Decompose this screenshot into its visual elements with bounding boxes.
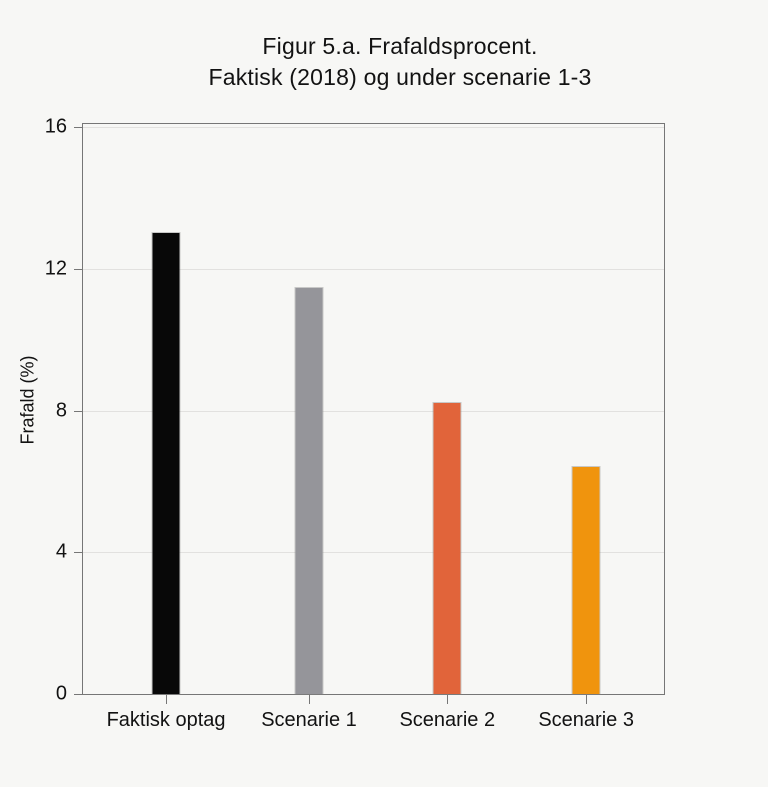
y-tick-label-12: 12 xyxy=(44,257,67,280)
plot-area: 0 4 8 12 16 Faktisk optag Scenarie 1 Scenarie 2… xyxy=(45,116,665,731)
y-axis-tick-4 xyxy=(74,552,82,554)
gridline-12 xyxy=(83,268,664,270)
x-axis-label-3: Scenarie 2 xyxy=(399,709,496,731)
y-tick-label-8: 8 xyxy=(55,399,67,421)
y-tick-label-0: 0 xyxy=(55,682,67,705)
x-axis-tick-3 xyxy=(447,695,449,704)
x-axis-tick-1 xyxy=(166,695,168,704)
x-axis-label-1: Faktisk optag xyxy=(106,709,226,731)
x-axis-tick-2 xyxy=(309,695,310,704)
x-axis-label-4: Scenarie 3 xyxy=(538,709,634,731)
x-axis-label-2: Scenarie 1 xyxy=(261,709,357,731)
y-axis-tick-12 xyxy=(74,268,82,270)
bar-faktisk-optag xyxy=(152,233,180,694)
y-axis-tick-0 xyxy=(74,694,82,695)
bar-scenarie-2 xyxy=(433,403,461,694)
gridline-16 xyxy=(83,127,664,128)
bar-scenarie-3 xyxy=(572,467,600,694)
chart-title-line-1: Figur 5.a. Frafaldsprocent. xyxy=(262,33,538,59)
x-axis-tick-4 xyxy=(586,695,588,704)
gridline-8 xyxy=(83,410,664,412)
y-axis-tick-16 xyxy=(74,127,82,128)
gridline-4 xyxy=(83,552,664,554)
y-tick-label-4: 4 xyxy=(55,540,67,563)
chart-title-line-2: Faktisk (2018) og under scenarie 1-3 xyxy=(208,64,592,90)
chart-title: Figur 5.a. Frafaldsprocent. Faktisk (201… xyxy=(50,31,750,93)
bar-scenarie-1 xyxy=(295,288,323,694)
y-axis-tick-8 xyxy=(74,410,82,412)
y-tick-label-16: 16 xyxy=(44,115,67,138)
